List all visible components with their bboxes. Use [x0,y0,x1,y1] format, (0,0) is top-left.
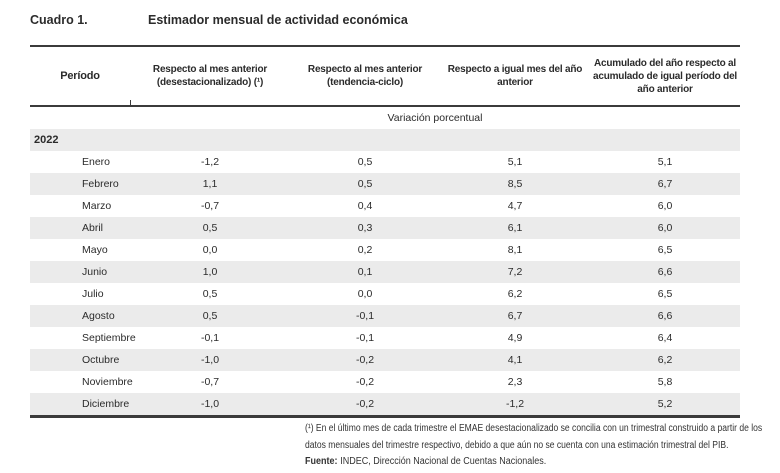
col-header-periodo: Período [60,69,100,82]
table-row: Agosto 0,5 -0,1 6,7 6,6 [30,305,740,327]
year-group-label: 2022 [34,134,59,146]
table-row: Noviembre -0,7 -0,2 2,3 5,8 [30,371,740,393]
value-cell: -0,2 [355,376,375,388]
value-cell: 1,1 [202,178,218,190]
source-text: INDEC, Dirección Nacional de Cuentas Nac… [340,456,547,467]
value-cell: -0,7 [200,376,220,388]
year-group-row: 2022 [30,129,740,151]
period-cell: Diciembre [82,398,130,410]
value-cell: 5,8 [657,376,673,388]
value-cell: 4,7 [507,200,523,212]
period-cell: Enero [82,156,111,168]
footnote-text: (¹) En el último mes de cada trimestre e… [305,423,763,451]
source-label: Fuente: [305,456,338,467]
col-header-mes-anterior-desestacionalizado: Respecto al mes anterior (desestacionali… [152,64,268,88]
value-cell: -0,2 [355,354,375,366]
value-cell: 0,5 [357,156,373,168]
table-row: Abril 0,5 0,3 6,1 6,0 [30,217,740,239]
value-cell: 5,2 [657,398,673,410]
period-cell: Mayo [82,244,108,256]
period-cell: Abril [82,222,104,234]
value-cell: 4,1 [507,354,523,366]
period-cell: Junio [82,266,108,278]
table-row: Diciembre -1,0 -0,2 -1,2 5,2 [30,393,740,415]
value-cell: 7,2 [507,266,523,278]
unit-label: Variación porcentual [387,112,483,124]
col-header-mes-anterior-tendencia-ciclo: Respecto al mes anterior (tendencia-cicl… [307,64,423,88]
table-caption: Estimador mensual de actividad económica [148,13,408,27]
value-cell: 0,3 [357,222,373,234]
value-cell: -0,1 [355,332,375,344]
table-row: Junio 1,0 0,1 7,2 6,6 [30,261,740,283]
value-cell: -0,1 [200,332,220,344]
table-row: Marzo -0,7 0,4 4,7 6,0 [30,195,740,217]
value-cell: 6,6 [657,266,673,278]
value-cell: -1,2 [200,156,220,168]
source-line: Fuente: INDEC, Dirección Nacional de Cuen… [305,456,546,467]
emae-table: Período Respecto al mes anterior (desest… [30,45,740,418]
period-cell: Agosto [82,310,115,322]
value-cell: -1,2 [505,398,525,410]
value-cell: -1,0 [200,354,220,366]
value-cell: -1,0 [200,398,220,410]
value-cell: 6,7 [657,178,673,190]
period-cell: Marzo [82,200,112,212]
value-cell: 1,0 [202,266,218,278]
value-cell: -0,2 [355,398,375,410]
value-cell: 6,2 [657,354,673,366]
table-row: Octubre -1,0 -0,2 4,1 6,2 [30,349,740,371]
value-cell: 6,5 [657,288,673,300]
table-row: Febrero 1,1 0,5 8,5 6,7 [30,173,740,195]
value-cell: 6,4 [657,332,673,344]
value-cell: 8,5 [507,178,523,190]
table-number: Cuadro 1. [30,13,88,27]
unit-row: Variación porcentual [30,107,740,129]
value-cell: 0,5 [202,222,218,234]
value-cell: 0,5 [357,178,373,190]
value-cell: 0,0 [202,244,218,256]
col-header-acumulado-ano: Acumulado del año respecto al acumulado … [592,57,738,95]
value-cell: 0,0 [357,288,373,300]
table-header-row: Período Respecto al mes anterior (desest… [30,47,740,107]
value-cell: 2,3 [507,376,523,388]
value-cell: 6,5 [657,244,673,256]
period-cell: Febrero [82,178,119,190]
value-cell: 0,4 [357,200,373,212]
value-cell: 5,1 [507,156,523,168]
table-row: Enero -1,2 0,5 5,1 5,1 [30,151,740,173]
value-cell: 0,2 [357,244,373,256]
value-cell: 6,6 [657,310,673,322]
value-cell: 6,2 [507,288,523,300]
table-row: Julio 0,5 0,0 6,2 6,5 [30,283,740,305]
value-cell: 6,0 [657,200,673,212]
value-cell: 0,5 [202,310,218,322]
value-cell: 6,0 [657,222,673,234]
value-cell: 0,5 [202,288,218,300]
value-cell: 0,1 [357,266,373,278]
table-row: Septiembre -0,1 -0,1 4,9 6,4 [30,327,740,349]
value-cell: -0,7 [200,200,220,212]
period-cell: Septiembre [82,332,136,344]
period-cell: Noviembre [82,376,133,388]
col-header-igual-mes-ano-anterior: Respecto a igual mes del año anterior [447,64,583,88]
value-cell: 6,1 [507,222,523,234]
value-cell: 5,1 [657,156,673,168]
value-cell: 8,1 [507,244,523,256]
value-cell: -0,1 [355,310,375,322]
table-row: Mayo 0,0 0,2 8,1 6,5 [30,239,740,261]
table-title: Cuadro 1. Estimador mensual de actividad … [30,13,408,27]
period-cell: Octubre [82,354,120,366]
value-cell: 6,7 [507,310,523,322]
period-cell: Julio [82,288,104,300]
value-cell: 4,9 [507,332,523,344]
